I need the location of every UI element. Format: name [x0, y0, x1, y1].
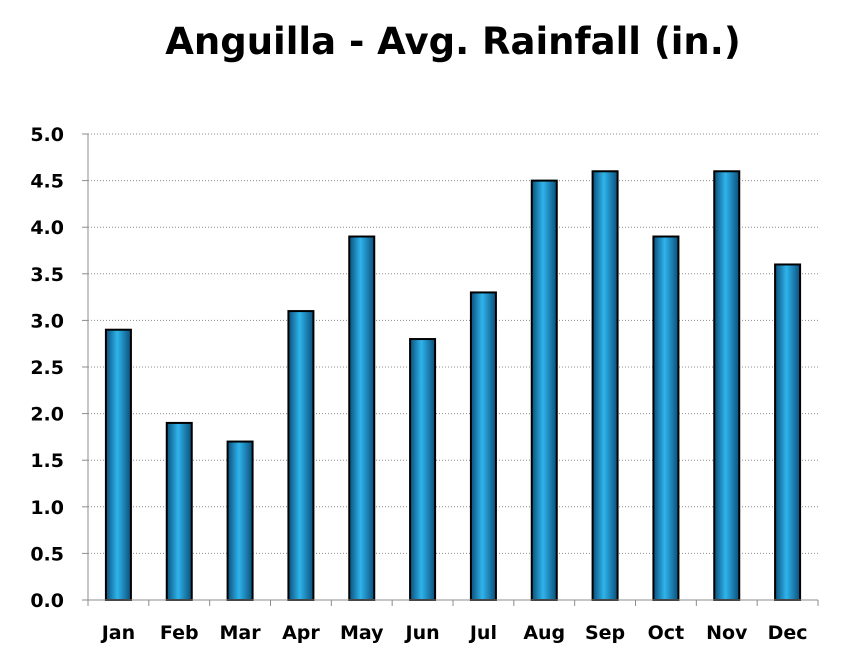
bar-dec	[774, 263, 802, 601]
y-tick-label: 2.0	[30, 404, 64, 426]
x-tick-label: Jun	[404, 622, 440, 644]
bar-oct	[652, 235, 680, 602]
x-tick-label: Oct	[648, 622, 685, 644]
bar-jul	[469, 291, 497, 601]
x-tick-label: Feb	[160, 622, 199, 644]
gridlines	[88, 133, 818, 554]
x-tick-label: Dec	[768, 622, 808, 644]
x-tick-label: Mar	[220, 622, 262, 644]
bar-apr	[287, 310, 315, 601]
x-tick-label: Nov	[706, 622, 748, 644]
y-tick-label: 1.5	[30, 450, 64, 472]
x-tick-label: Sep	[585, 622, 625, 644]
y-tick-label: 1.0	[30, 497, 64, 519]
x-tick-label: Jul	[468, 622, 497, 644]
y-tick-label: 4.0	[30, 217, 64, 239]
bar-jan	[104, 328, 132, 601]
axes	[82, 133, 819, 606]
tick-labels: 0.0 0.5 1.0 1.5 2.0 2.5 3.0 3.5 4.0 4.5 5.0 Jan Feb M…	[30, 124, 807, 644]
chart-title: Anguilla - Avg. Rainfall (in.)	[165, 20, 741, 63]
bars	[104, 170, 802, 602]
bar-aug	[530, 179, 558, 601]
y-tick-label: 3.5	[30, 264, 64, 286]
bar-jun	[409, 338, 437, 601]
x-tick-label: Apr	[282, 622, 320, 644]
bar-mar	[226, 440, 254, 601]
y-tick-label: 0.0	[30, 590, 64, 612]
y-tick-label: 3.0	[30, 310, 64, 332]
y-tick-label: 0.5	[30, 543, 64, 565]
y-tick-label: 5.0	[30, 124, 64, 146]
x-tick-label: Jan	[100, 622, 135, 644]
y-tick-label: 4.5	[30, 171, 64, 193]
bar-feb	[165, 421, 193, 602]
bar-sep	[591, 170, 619, 601]
bar-may	[348, 235, 376, 602]
x-tick-label: May	[340, 622, 384, 644]
y-tick-label: 2.5	[30, 357, 64, 379]
bar-nov	[713, 170, 741, 601]
x-tick-label: Aug	[523, 622, 565, 644]
